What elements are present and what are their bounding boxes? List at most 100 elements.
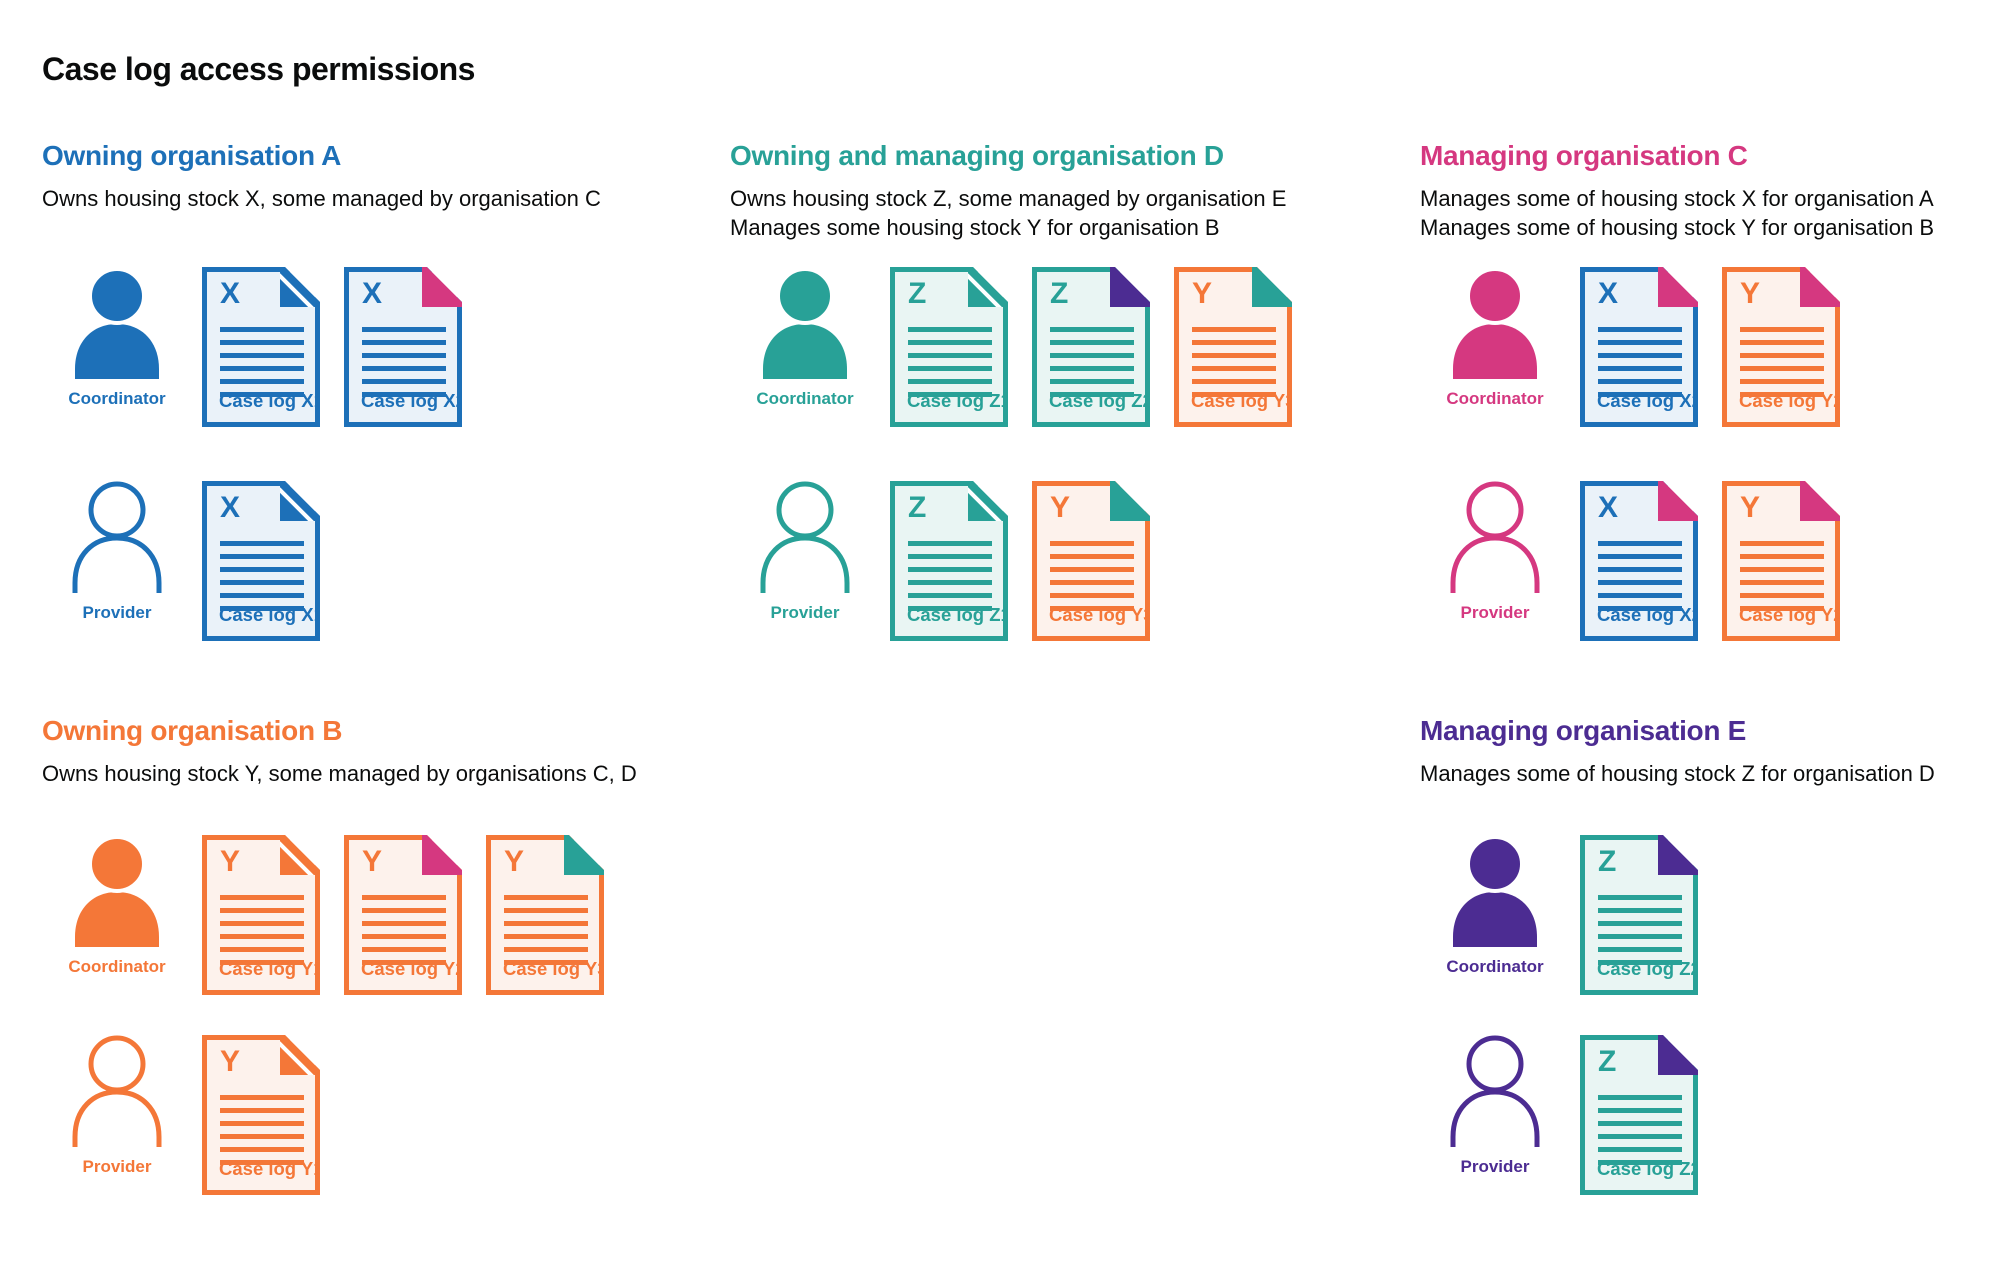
case-log-doc: Y Case log Y3 [1032, 481, 1150, 641]
stock-letter: Z [1598, 845, 1617, 878]
role-label: Provider [82, 1157, 152, 1176]
case-log-doc: Z Case log Z1 [890, 481, 1008, 641]
provider-icon [69, 481, 165, 593]
coordinator: Coordinator [1420, 835, 1570, 977]
case-log-doc: X Case log X2 [1580, 481, 1698, 641]
case-log-doc: Z Case log Z2 [1580, 835, 1698, 995]
description-line: Manages some of housing stock X for orga… [1420, 186, 1934, 211]
coordinator: Coordinator [1420, 267, 1570, 409]
doc-text-lines [1598, 541, 1682, 619]
provider-row: Provider X Case log X1 [42, 481, 344, 641]
case-log-label: Case log X2 [1597, 390, 1702, 411]
stock-letter: X [220, 491, 241, 524]
doc-text-lines [908, 327, 992, 405]
role-label: Coordinator [68, 389, 166, 408]
doc-text-lines [362, 895, 446, 973]
doc-text-lines [504, 895, 588, 973]
provider: Provider [42, 1035, 192, 1177]
provider-icon [1447, 481, 1543, 593]
coordinator: Coordinator [42, 835, 192, 977]
doc-text-lines [1598, 1095, 1682, 1173]
provider-row: Provider Z Case log Z2 [1420, 1035, 1722, 1195]
stock-letter: Y [362, 845, 383, 878]
folded-corner [1110, 267, 1150, 307]
folded-corner [280, 481, 320, 521]
section-description: Manages some of housing stock Z for orga… [1420, 759, 1980, 788]
description-line: Manages some housing stock Y for organis… [730, 215, 1220, 240]
doc-text-lines [1050, 327, 1134, 405]
section-heading: Owning organisation A [42, 140, 342, 171]
case-log-label: Case log X1 [219, 604, 324, 625]
description-line: Owns housing stock Z, some managed by or… [730, 186, 1287, 211]
case-log-label: Case log Y2 [1739, 390, 1844, 411]
section-owning-organisation-a: Owning organisation A Owns housing stock… [42, 140, 662, 213]
provider: Provider [730, 481, 880, 623]
doc-text-lines [1598, 327, 1682, 405]
stock-letter: Y [1740, 277, 1761, 310]
folded-corner [1658, 1035, 1698, 1075]
section-managing-organisation-e: Managing organisation E Manages some of … [1420, 715, 1980, 788]
folded-corner [1658, 481, 1698, 521]
case-log-doc: Y Case log Y3 [1174, 267, 1292, 427]
case-log-label: Case log Z2 [1597, 1158, 1701, 1179]
section-heading: Managing organisation C [1420, 140, 1748, 171]
folded-corner [280, 267, 320, 307]
section-description: Owns housing stock Z, some managed by or… [730, 184, 1350, 242]
provider: Provider [1420, 481, 1570, 623]
stock-letter: Y [220, 845, 241, 878]
role-label: Provider [1460, 1157, 1530, 1176]
fold-notch [276, 486, 324, 534]
doc-text-lines [220, 895, 304, 973]
fold-notch [964, 486, 1012, 534]
case-log-doc: Y Case log Y2 [1722, 481, 1840, 641]
case-log-label: Case log Y3 [503, 958, 608, 979]
doc-text-lines [1740, 327, 1824, 405]
provider-icon [757, 481, 853, 593]
coordinator-row: Coordinator Y Case log Y1 Y Case log Y2 … [42, 835, 628, 995]
case-log-label: Case log Z2 [1049, 390, 1153, 411]
folded-corner [1658, 835, 1698, 875]
provider-row: Provider X Case log X2 Y Case log Y2 [1420, 481, 1864, 641]
case-log-doc: Z Case log Z1 [890, 267, 1008, 427]
provider-row: Provider Z Case log Z1 Y Case log Y3 [730, 481, 1174, 641]
section-heading: Owning and managing organisation D [730, 140, 1224, 171]
coordinator: Coordinator [42, 267, 192, 409]
doc-text-lines [1050, 541, 1134, 619]
coordinator-row: Coordinator Z Case log Z2 [1420, 835, 1722, 995]
case-log-label: Case log Y2 [1739, 604, 1844, 625]
stock-letter: Y [1192, 277, 1213, 310]
case-log-label: Case log Y3 [1049, 604, 1154, 625]
fold-notch [964, 272, 1012, 320]
case-log-doc: X Case log X1 [202, 267, 320, 427]
stock-letter: Z [908, 277, 927, 310]
case-log-label: Case log Z1 [907, 390, 1011, 411]
stock-letter: Y [220, 1045, 241, 1078]
role-label: Coordinator [1446, 389, 1544, 408]
folded-corner [422, 835, 462, 875]
coordinator-icon [73, 835, 161, 947]
case-log-doc: Y Case log Y1 [202, 1035, 320, 1195]
section-owning-organisation-b: Owning organisation B Owns housing stock… [42, 715, 662, 788]
role-label: Coordinator [68, 957, 166, 976]
case-log-label: Case log Y1 [219, 1158, 324, 1179]
folded-corner [564, 835, 604, 875]
doc-text-lines [1740, 541, 1824, 619]
stock-letter: X [220, 277, 241, 310]
folded-corner [422, 267, 462, 307]
case-log-label: Case log X2 [361, 390, 466, 411]
case-log-label: Case log Y3 [1191, 390, 1296, 411]
coordinator: Coordinator [730, 267, 880, 409]
fold-notch [276, 840, 324, 888]
coordinator-row: Coordinator X Case log X1 X Case log X2 [42, 267, 486, 427]
folded-corner [968, 481, 1008, 521]
role-label: Provider [82, 603, 152, 622]
doc-text-lines [220, 541, 304, 619]
provider: Provider [42, 481, 192, 623]
page-title: Case log access permissions [42, 51, 475, 88]
case-log-doc: Y Case log Y2 [1722, 267, 1840, 427]
stock-letter: Y [504, 845, 525, 878]
description-line: Owns housing stock X, some managed by or… [42, 186, 601, 211]
section-description: Manages some of housing stock X for orga… [1420, 184, 1980, 242]
folded-corner [968, 267, 1008, 307]
folded-corner [1110, 481, 1150, 521]
